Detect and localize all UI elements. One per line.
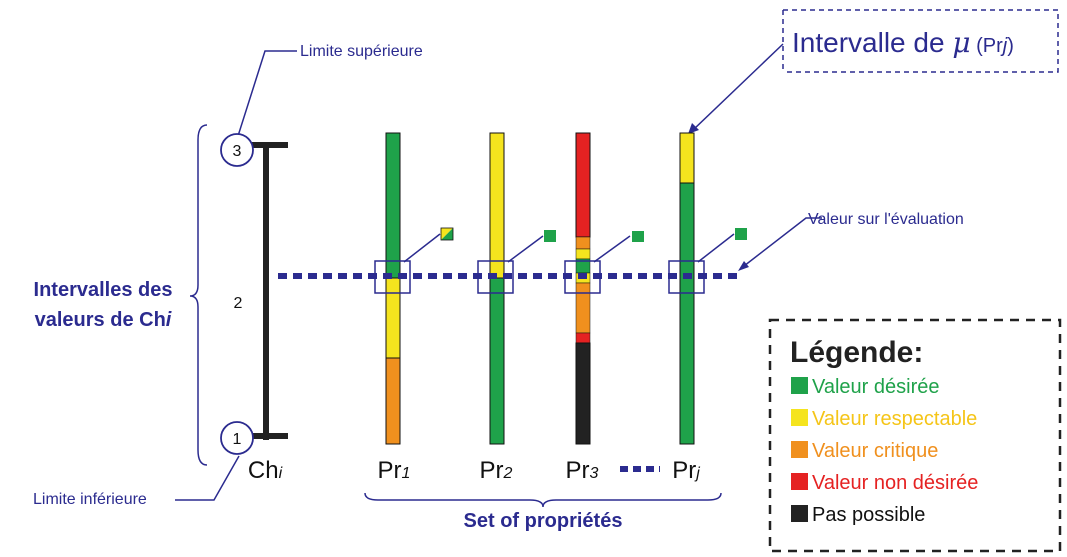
lower-limit-leader [175,455,240,501]
legend-swatch [791,441,808,458]
legend-swatch [791,409,808,426]
side-label-line1: Intervalles des [34,279,173,301]
title-arrow [692,43,784,131]
chi-top-value: 3 [233,143,242,160]
title-arrowhead [688,123,699,134]
legend-swatch [791,505,808,522]
chi-top-circle [220,133,254,167]
side-brace [189,124,208,466]
chi-label: Chi [248,457,283,484]
title-box-frame [783,9,1059,73]
legend-item-label: Valeur non désirée [812,472,978,494]
title-pr-close: ) [1007,35,1014,57]
chi-bottom-circle [220,421,254,455]
legend-item-label: Valeur respectable [812,408,977,430]
evaluation-label: Valeur sur l'évaluation [808,211,964,228]
pr3-eval-square [564,260,601,294]
evaluation-leader [743,217,822,267]
pr2-bar [489,132,505,445]
legend-title: Légende: [790,336,923,369]
chi-axis-top-cap [252,142,288,148]
upper-limit-leader [237,50,297,137]
chi-axis-bottom-cap [252,433,288,439]
pr2-label: Pr2 [480,457,513,484]
title-j: j [1000,35,1008,57]
pr1-bar [385,132,401,445]
pr1-eval-square [374,260,411,294]
pr1-indicator-leader [403,233,441,263]
title-pr-open: (Pr [971,35,1004,57]
legend-swatch [791,473,808,490]
pr3-indicator-leader [593,235,631,263]
set-brace [364,492,722,508]
chi-axis-bar [263,143,269,440]
title-text: Intervalle de [792,27,952,58]
legend-frame [768,318,1062,553]
upper-limit-label: Limite supérieure [300,43,423,60]
prj-label: Prj [672,457,700,484]
legend-items: Valeur désirée Valeur respectable Valeur c… [791,376,978,526]
set-label: Set of propriétés [464,510,623,532]
pr2-indicator [544,230,556,242]
legend-item-label: Valeur désirée [812,376,939,398]
evaluation-arrowhead [738,261,749,271]
side-label-line2: valeurs de Chi [35,309,172,331]
legend-item-label: Pas possible [812,504,925,526]
lower-limit-label: Limite inférieure [33,491,147,508]
title-box-text: Intervalle de μ (Prj) [792,26,1014,59]
chi-bottom-value: 1 [233,431,242,448]
pr1-label: Pr1 [378,457,411,484]
prj-indicator-leader [697,233,735,263]
chi-middle-value: 2 [234,295,243,312]
prj-eval-square [668,260,705,294]
mu-symbol: μ [952,26,970,59]
prj-bar [679,132,695,445]
legend-swatch [791,377,808,394]
pr3-bar [575,132,591,445]
prj-indicator [735,228,747,240]
legend-item-label: Valeur critique [812,440,938,462]
pr3-indicator [632,231,644,242]
pr3-label: Pr3 [566,457,599,484]
pr2-eval-square [477,260,514,294]
pr2-indicator-leader [507,235,544,263]
pr1-indicator [440,227,454,241]
